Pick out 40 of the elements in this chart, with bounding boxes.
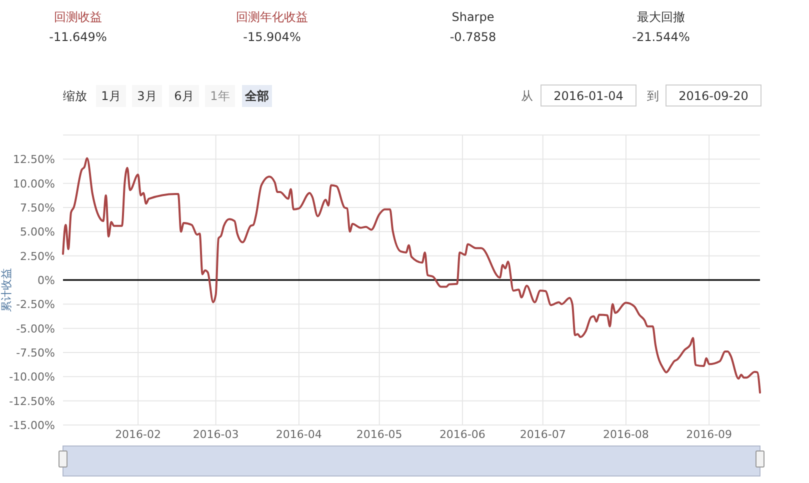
- text: 到: [647, 89, 659, 103]
- x-tick-label: 2016-07: [520, 428, 566, 441]
- y-tick-label: 12.50%: [13, 153, 55, 166]
- x-tick-label: 2016-06: [439, 428, 486, 441]
- zoom-button: 6月: [169, 85, 199, 107]
- date-field: 2016-09-20: [666, 84, 762, 106]
- zoom-button: 1月: [96, 85, 126, 107]
- y-tick-label: -7.50%: [16, 346, 55, 360]
- text: 缩放: [63, 89, 87, 103]
- zoom-button: 1年: [205, 85, 235, 107]
- text: 回测收益: [54, 10, 102, 24]
- line-series: [62, 157, 761, 394]
- x-tick-label: 2016-09: [686, 428, 732, 441]
- y-tick-label: 5.00%: [20, 226, 55, 239]
- x-tick-label: 2016-08: [602, 428, 649, 441]
- text: 从: [521, 89, 533, 103]
- zoom-button: 3月: [132, 85, 162, 107]
- y-tick-label: -12.50%: [9, 394, 55, 408]
- text: -15.904%: [243, 30, 301, 44]
- y-tick-label: -15.00%: [9, 419, 55, 432]
- text: -11.649%: [49, 30, 107, 44]
- text: -21.544%: [632, 30, 690, 44]
- text: 回测年化收益: [236, 10, 308, 24]
- text: -0.7858: [450, 30, 496, 44]
- y-tick-label: 7.50%: [20, 202, 55, 214]
- y-tick-label: 0%: [38, 274, 55, 287]
- y-tick-label: 10.00%: [13, 177, 55, 190]
- text: 最大回撤: [637, 10, 685, 24]
- y-tick-label: -10.00%: [9, 370, 55, 384]
- x-tick-label: 2016-03: [192, 428, 239, 441]
- y-tick-label: -2.50%: [16, 298, 55, 312]
- text: Sharpe: [452, 10, 494, 24]
- y-tick-label: 2.50%: [20, 250, 55, 263]
- x-tick-label: 2016-02: [115, 428, 162, 441]
- y-axis-title: 累计收益: [0, 268, 13, 312]
- x-tick-label: 2016-05: [356, 428, 402, 441]
- x-tick-label: 2016-04: [276, 428, 322, 441]
- y-tick-label: -5.00%: [16, 322, 55, 336]
- zoom-button: 全部: [242, 85, 272, 107]
- date-field: 2016-01-04: [540, 84, 636, 106]
